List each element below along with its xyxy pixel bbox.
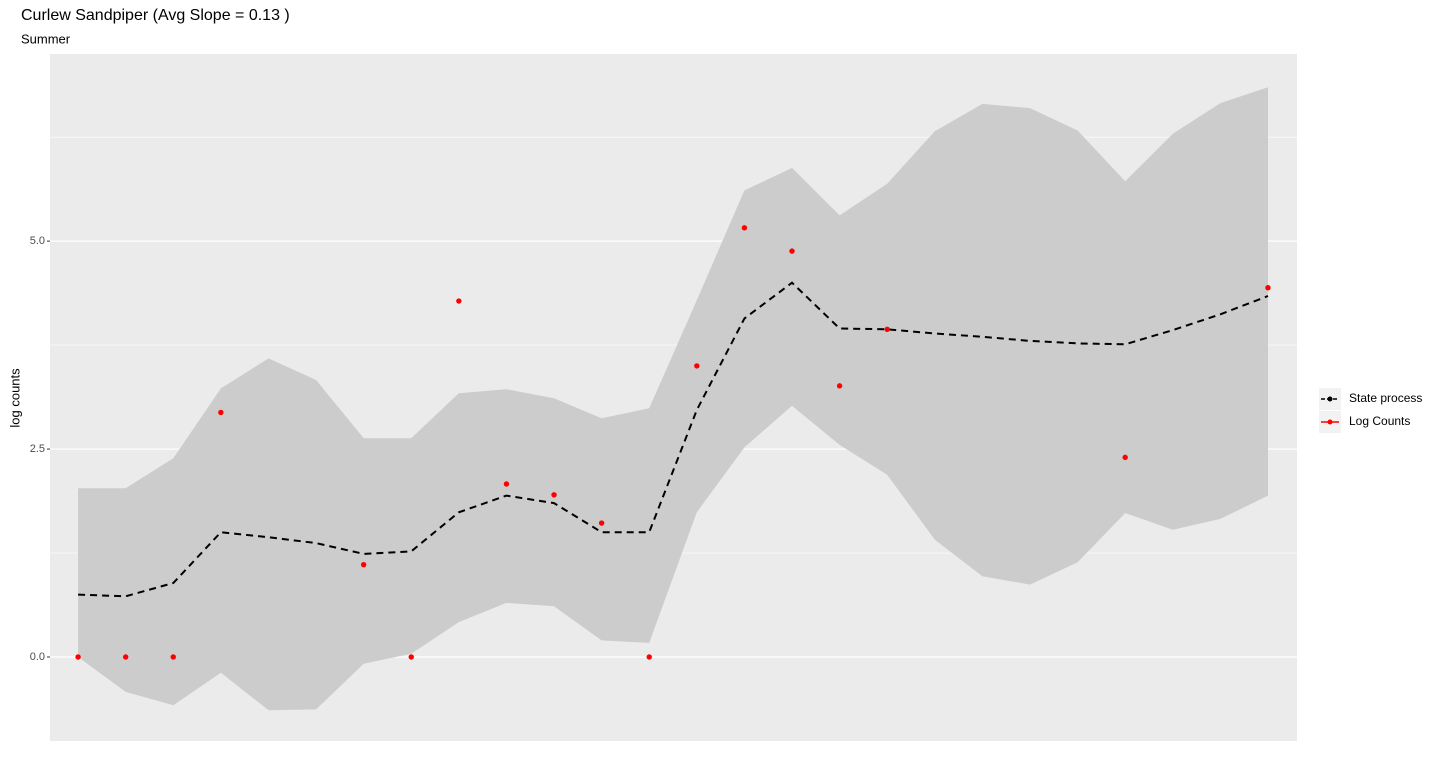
chart-subtitle: Summer bbox=[21, 31, 71, 46]
y-axis-label: log counts bbox=[7, 368, 22, 428]
data-point bbox=[884, 326, 890, 332]
data-point bbox=[646, 654, 652, 660]
data-point bbox=[551, 492, 557, 498]
data-point bbox=[789, 248, 795, 254]
y-tick-label: 2.5 bbox=[30, 443, 45, 455]
series-line bbox=[78, 281, 1269, 598]
legend-label: Log Counts bbox=[1349, 414, 1410, 428]
y-tick-label: 5.0 bbox=[30, 235, 45, 247]
data-point bbox=[408, 654, 414, 660]
chart-title: Curlew Sandpiper (Avg Slope = 0.13 ) bbox=[21, 7, 290, 24]
data-point bbox=[598, 520, 605, 526]
data-point bbox=[360, 561, 367, 568]
legend-key-point bbox=[1327, 419, 1333, 425]
y-tick-label: 0.0 bbox=[30, 651, 45, 663]
confidence-band bbox=[78, 87, 1269, 711]
legend-label: State process bbox=[1349, 391, 1422, 405]
data-point bbox=[741, 225, 748, 231]
data-point bbox=[1265, 285, 1271, 291]
data-point bbox=[1122, 454, 1128, 461]
data-point bbox=[75, 654, 81, 660]
legend-key-point bbox=[1327, 396, 1333, 402]
data-point bbox=[170, 654, 176, 660]
data-point bbox=[836, 383, 843, 389]
data-point bbox=[456, 298, 462, 304]
data-point bbox=[218, 409, 224, 416]
data-point bbox=[122, 654, 129, 660]
data-point bbox=[503, 481, 510, 487]
data-point bbox=[694, 363, 700, 369]
